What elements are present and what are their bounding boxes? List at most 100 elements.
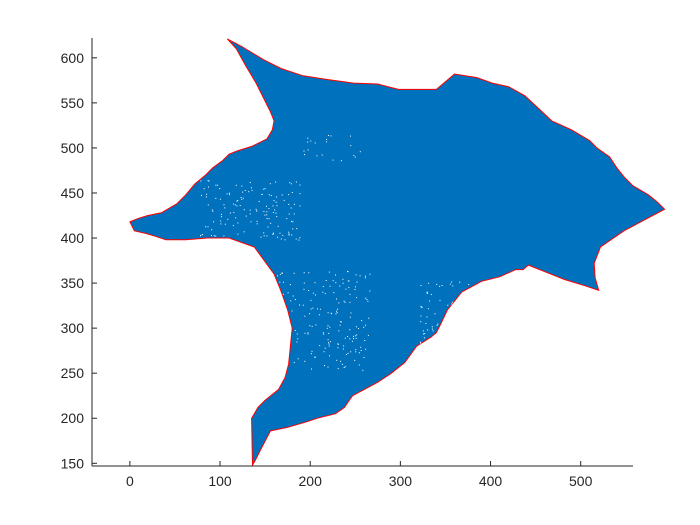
speckle [343,300,345,302]
speckle [236,205,238,207]
speckle [240,197,242,198]
speckle [423,333,425,335]
speckle [263,188,265,190]
speckle [359,151,361,153]
speckle [205,196,207,198]
speckle [272,205,274,207]
speckle [289,284,291,286]
speckle [316,155,318,157]
speckle [284,239,286,241]
speckle [234,204,236,206]
speckle [344,301,346,303]
speckle [263,211,265,212]
speckle [343,367,345,368]
speckle [303,272,305,274]
speckle [340,321,342,323]
speckle [337,368,339,370]
speckle [328,271,330,273]
speckle [243,209,245,211]
speckle [294,203,295,205]
speckle [336,310,337,312]
speckle [250,187,252,189]
x-tick-label: 500 [569,473,593,489]
speckle [436,324,438,326]
speckle [288,203,290,205]
speckle [200,180,202,182]
speckle [263,235,265,237]
speckle [428,282,430,284]
speckle [288,231,290,233]
speckle [299,193,301,195]
speckle [326,141,328,143]
speckle [223,235,225,237]
speckle [307,149,309,151]
speckle [277,225,279,227]
speckle [207,226,209,228]
speckle [288,213,290,215]
speckle [329,355,330,357]
speckle [344,366,346,368]
speckle [420,341,422,343]
speckle [426,316,428,318]
speckle [430,294,432,295]
speckle [207,180,209,182]
x-axis-ticks: 0 100 200 300 400 500 [126,461,593,489]
speckle [290,207,292,209]
speckle [329,285,331,287]
speckle [355,326,357,328]
speckle [299,304,300,306]
speckle [329,326,331,328]
speckle [299,237,301,239]
speckle [304,154,305,156]
speckle [233,211,235,213]
speckle [354,156,356,158]
speckle [350,135,351,137]
speckle [269,183,271,185]
speckle [431,326,433,328]
speckle [211,229,213,231]
speckle [365,297,367,299]
speckle [356,334,358,336]
speckle [328,135,329,136]
speckle [451,303,453,305]
speckle [362,369,364,371]
speckle [297,358,299,360]
speckle [367,334,369,336]
speckle [359,275,361,277]
speckle [249,209,251,211]
speckle [266,218,268,219]
speckle [212,210,214,212]
speckle [424,333,426,335]
speckle [345,288,347,290]
speckle [256,220,258,222]
speckle [323,333,325,335]
speckle [427,308,429,310]
speckle [330,312,332,314]
speckle [286,218,288,220]
speckle [228,192,230,194]
speckle [447,304,449,306]
speckle [360,350,362,351]
speckle [250,221,252,223]
y-tick-label: 600 [61,50,85,66]
speckle [208,186,209,188]
speckle [308,272,310,274]
speckle [224,207,226,209]
speckle [266,211,268,213]
speckle [328,342,329,344]
speckle [303,288,305,290]
speckle [205,226,207,228]
speckle [249,213,251,215]
speckle [327,312,329,314]
speckle [283,199,285,201]
speckle [351,340,353,342]
speckle [299,205,301,207]
speckle [441,285,443,286]
speckle [290,300,292,302]
speckle [293,213,295,215]
speckle [296,228,298,230]
speckle [355,349,357,351]
speckle [356,297,358,299]
speckle [272,233,274,235]
speckle [420,305,422,307]
